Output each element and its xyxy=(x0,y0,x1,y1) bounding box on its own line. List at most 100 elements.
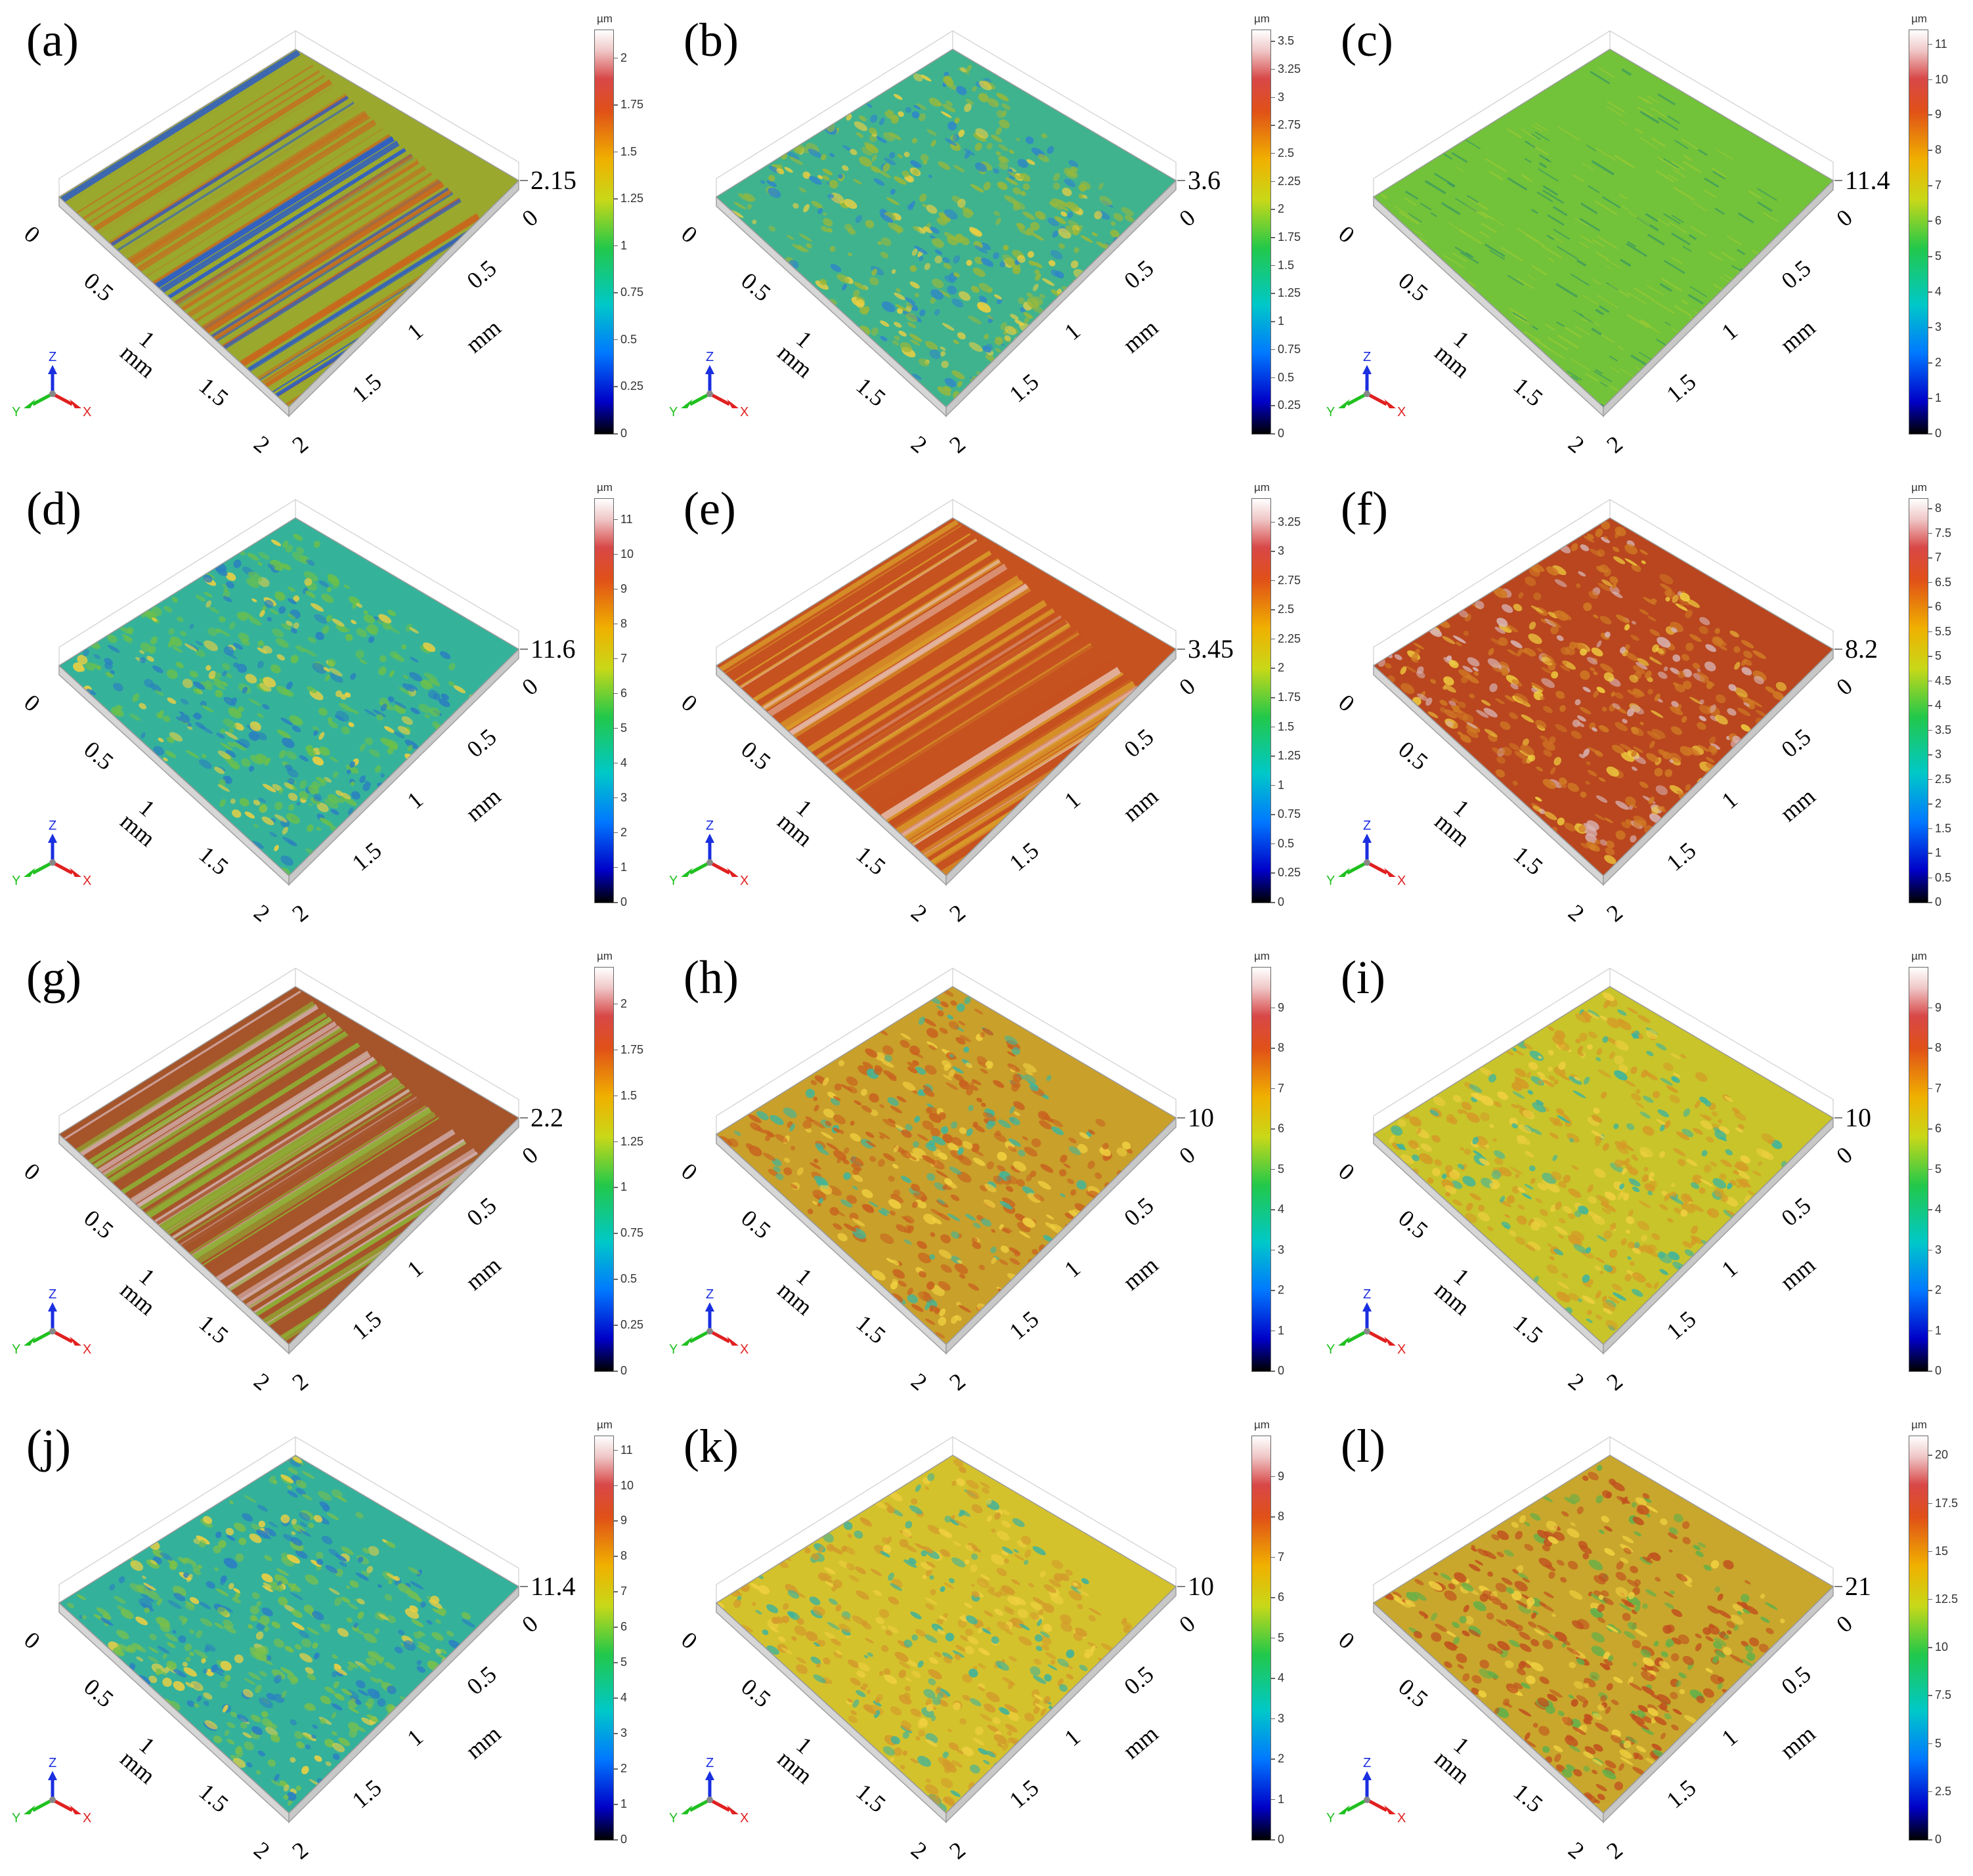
colorbar-tick-label: 2 xyxy=(1278,1752,1285,1765)
colorbar-tick-label: 9 xyxy=(620,1514,628,1527)
colorbar-tick-mark xyxy=(1928,1330,1932,1331)
panel-label: (h) xyxy=(683,951,739,1004)
colorbar-tick-mark xyxy=(614,693,618,694)
axis-triad-icon: ZXY xyxy=(12,1287,91,1357)
colorbar-tick-mark xyxy=(1271,668,1275,669)
colorbar-tick-mark xyxy=(1928,705,1932,706)
colorbar-tick-label: 11 xyxy=(1935,37,1947,51)
colorbar-tick-label: 7.5 xyxy=(1935,1688,1952,1702)
colorbar-tick-mark xyxy=(1271,1718,1275,1719)
colorbar-tick-label: 0 xyxy=(620,1364,628,1377)
colorbar-tick-label: 0.5 xyxy=(1278,370,1295,384)
axis-triad-icon: ZXY xyxy=(1326,819,1406,888)
svg-text:X: X xyxy=(740,1811,748,1825)
colorbar-tick-label: 5 xyxy=(1935,649,1942,662)
colorbar-tick-mark xyxy=(1271,551,1275,552)
colorbar-tick-label: 0.75 xyxy=(1278,342,1301,356)
surface-plot-3d: Z X Y xyxy=(669,968,1185,1357)
colorbar-tick-mark xyxy=(1928,1647,1932,1648)
colorbar-tick-mark xyxy=(1271,1007,1275,1008)
surface-panel: Z X Y 0 0.5 1 1.5 2 0 0.5 1 1.5 2 mm mm (j) 11.4 µm 0 1 2 3 4 5… xyxy=(0,1406,657,1875)
colorbar-tick-mark xyxy=(1271,41,1275,42)
colorbar-tick-mark xyxy=(614,658,618,660)
colorbar-tick-label: 1 xyxy=(1278,1792,1285,1806)
colorbar-tick-label: 0 xyxy=(620,1833,628,1846)
colorbar-tick-mark xyxy=(1271,152,1275,154)
axis-triad-icon: ZXY xyxy=(1326,1756,1406,1825)
colorbar-tick-label: 5 xyxy=(1278,1162,1285,1176)
colorbar-tick-label: 2 xyxy=(1935,797,1942,810)
z-max-label: 11.4 xyxy=(1845,165,1890,195)
colorbar-tick-label: 6 xyxy=(1935,1122,1942,1135)
panel-label: (b) xyxy=(683,14,739,66)
colorbar-unit: µm xyxy=(597,481,613,494)
axis-triad-icon: ZXY xyxy=(669,350,748,419)
colorbar xyxy=(594,30,614,435)
colorbar-tick-label: 5 xyxy=(620,1655,628,1669)
surface-plot-3d: Z X Y xyxy=(12,499,528,888)
colorbar-tick-label: 6 xyxy=(1935,214,1942,228)
panel-label: (j) xyxy=(26,1420,71,1472)
z-max-label: 3.45 xyxy=(1188,634,1234,664)
colorbar-tick-label: 20 xyxy=(1935,1448,1949,1462)
colorbar-tick-label: 5 xyxy=(1935,249,1942,263)
colorbar-tick-label: 0.5 xyxy=(620,332,638,346)
colorbar-tick-mark xyxy=(614,1485,618,1487)
z-max-label: 10 xyxy=(1188,1571,1214,1601)
svg-text:Z: Z xyxy=(1363,1287,1371,1302)
colorbar-tick-mark xyxy=(1271,68,1275,70)
svg-text:Z: Z xyxy=(49,819,56,833)
colorbar-tick-label: 1.25 xyxy=(620,192,644,205)
colorbar-tick-mark xyxy=(1271,349,1275,351)
colorbar-tick-mark xyxy=(1928,1455,1932,1456)
colorbar-tick-mark xyxy=(1271,1168,1275,1170)
surface-texture xyxy=(59,49,519,407)
surface-texture xyxy=(1374,987,1833,1344)
colorbar-tick-mark xyxy=(1928,607,1932,608)
axis-triad-icon: ZXY xyxy=(12,350,91,419)
colorbar-tick-mark xyxy=(1928,778,1932,780)
colorbar-tick-mark xyxy=(614,433,618,435)
colorbar-tick-mark xyxy=(614,1591,618,1592)
surface-plot-3d: Z X Y xyxy=(12,30,528,419)
colorbar-tick-label: 6 xyxy=(1278,1590,1285,1604)
svg-text:Z: Z xyxy=(49,1287,56,1302)
panel-label: (g) xyxy=(26,951,81,1004)
colorbar-tick-label: 12.5 xyxy=(1935,1592,1959,1606)
svg-text:X: X xyxy=(83,1811,91,1825)
colorbar-tick-mark xyxy=(1928,631,1932,632)
colorbar-tick-label: 0 xyxy=(1935,427,1942,440)
colorbar-tick-label: 9 xyxy=(1935,108,1942,121)
colorbar-tick-mark xyxy=(1928,1290,1932,1291)
colorbar-tick-label: 1.5 xyxy=(620,1088,638,1102)
colorbar-tick-mark xyxy=(614,519,618,521)
panel-label: (l) xyxy=(1341,1420,1385,1472)
colorbar-unit: µm xyxy=(1911,1418,1927,1431)
colorbar-tick-label: 1.25 xyxy=(1278,749,1301,763)
colorbar-tick-label: 1 xyxy=(620,860,628,874)
colorbar-tick-label: 8 xyxy=(1278,1510,1285,1523)
colorbar-tick-mark xyxy=(1271,1290,1275,1291)
z-max-label: 8.2 xyxy=(1845,634,1878,664)
colorbar-tick-label: 0.25 xyxy=(1278,398,1301,412)
colorbar-tick-mark xyxy=(1928,221,1932,222)
colorbar-tick-label: 17.5 xyxy=(1935,1496,1959,1510)
surface-plot-3d: Z X Y xyxy=(1326,968,1842,1357)
colorbar-tick-mark xyxy=(1928,828,1932,829)
panel-label: (f) xyxy=(1341,482,1388,535)
colorbar-tick-label: 1.75 xyxy=(620,1042,644,1056)
svg-text:X: X xyxy=(83,1342,91,1357)
colorbar-unit: µm xyxy=(1911,950,1927,962)
colorbar-tick-label: 3 xyxy=(1278,1711,1285,1725)
colorbar-tick-mark xyxy=(1928,256,1932,257)
colorbar-tick-label: 2.75 xyxy=(1278,573,1301,587)
colorbar-tick-label: 6.5 xyxy=(1935,575,1952,589)
surface-texture xyxy=(1374,1455,1833,1813)
colorbar-tick-mark xyxy=(614,1697,618,1699)
colorbar-tick-label: 8 xyxy=(620,1549,628,1563)
colorbar-tick-label: 5 xyxy=(1935,1736,1942,1750)
colorbar-tick-label: 0 xyxy=(1278,1364,1285,1377)
surface-panel: Z X Y 0 0.5 1 1.5 2 0 0.5 1 1.5 2 mm mm (a) 2.15 µm 0 0.25 0… xyxy=(0,0,657,469)
colorbar-tick-mark xyxy=(614,866,618,868)
